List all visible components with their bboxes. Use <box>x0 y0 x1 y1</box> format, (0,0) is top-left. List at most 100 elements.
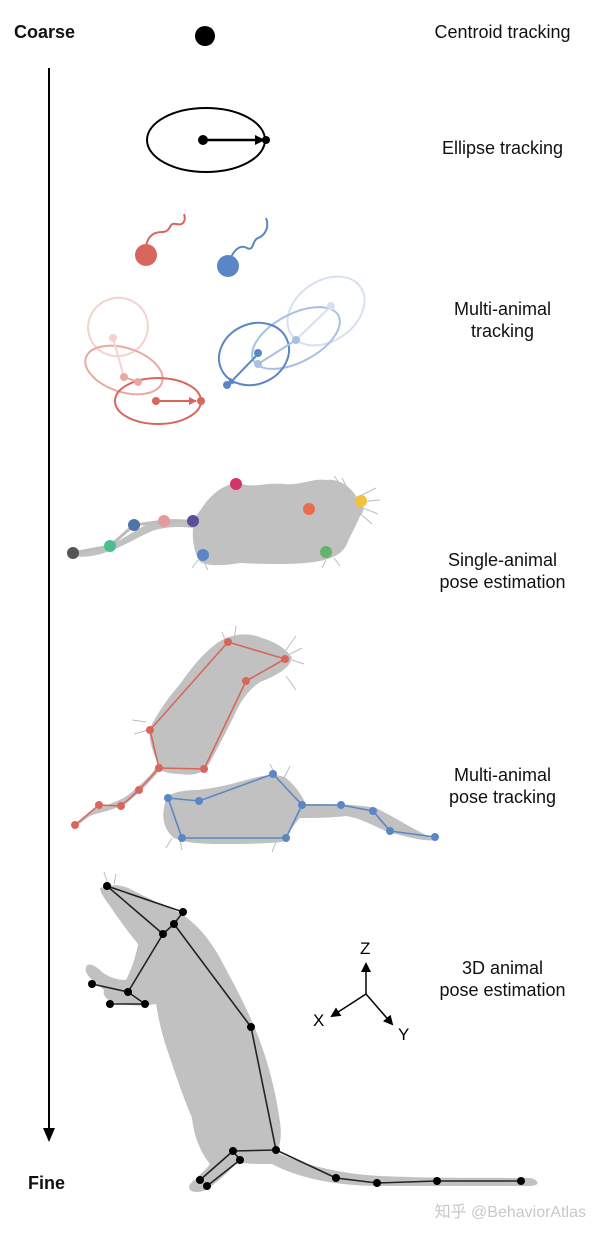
pose3d-bone <box>232 1149 277 1152</box>
multi-animal-trajectories <box>135 213 269 277</box>
red-pose-joint <box>135 786 143 794</box>
pose3d-joint <box>103 882 111 890</box>
pose3d-joint <box>159 930 167 938</box>
keypoint <box>303 503 315 515</box>
label-multi-animal-pose: Multi-animal pose tracking <box>448 765 557 807</box>
pose3d-joint <box>203 1182 211 1190</box>
keypoint <box>158 515 170 527</box>
z-axis-label: Z <box>360 939 370 958</box>
coarse-to-fine-arrow <box>43 68 55 1142</box>
pose3d-joint <box>433 1177 441 1185</box>
keypoint <box>230 478 242 490</box>
pose3d-joint <box>196 1176 204 1184</box>
y-axis-label: Y <box>398 1025 409 1044</box>
keypoint <box>355 495 367 507</box>
blue-pose-bone <box>389 830 436 838</box>
watermark: 知乎 @BehaviorAtlas <box>434 1204 586 1221</box>
multi-pose-blue-skeleton <box>164 770 439 842</box>
red-pose-joint <box>117 802 125 810</box>
blue-pose-joint <box>164 794 172 802</box>
red-pose-joint <box>71 821 79 829</box>
pose3d-joint <box>236 1156 244 1164</box>
red-pose-joint <box>155 764 163 772</box>
single-animal-keypoints <box>67 478 367 561</box>
pose3d-joint <box>247 1023 255 1031</box>
keypoint <box>320 546 332 558</box>
pose3d-bone <box>173 923 252 1028</box>
blue-pose-joint <box>369 807 377 815</box>
blue-pose-joint <box>282 834 290 842</box>
label-multi-animal-tracking: Multi-animal tracking <box>453 299 552 341</box>
blue-pose-bone <box>167 797 183 839</box>
pose3d-bone <box>275 1149 337 1179</box>
blue-pose-bone <box>272 773 303 806</box>
blue-pose-bone <box>372 810 391 832</box>
red-pose-joint <box>224 638 232 646</box>
blue-pose-bone <box>285 804 303 839</box>
pose3d-joint <box>106 1000 114 1008</box>
pose3d-bone <box>376 1180 438 1184</box>
red-pose-joint <box>146 726 154 734</box>
blue-pose-joint <box>269 770 277 778</box>
red-animal-ellipses <box>84 296 205 425</box>
axis-label-coarse: Coarse <box>14 22 76 42</box>
pose3d-bone <box>335 1177 378 1184</box>
blue-pose-joint <box>431 833 439 841</box>
red-pose-bone <box>203 680 247 770</box>
pose3d-joint <box>373 1179 381 1187</box>
pose3d-bone <box>199 1150 234 1181</box>
blue-pose-bone <box>340 804 374 812</box>
keypoint <box>67 547 79 559</box>
red-pose-bone <box>138 767 160 791</box>
label-3d-pose: 3D animal pose estimation <box>439 958 566 1000</box>
centroid-dot <box>195 26 215 46</box>
keypoint <box>197 549 209 561</box>
red-pose-joint <box>200 765 208 773</box>
pose3d-joint <box>170 920 178 928</box>
pose3d-joint <box>332 1174 340 1182</box>
red-pose-bone <box>120 789 140 807</box>
pose3d-bone <box>206 1159 241 1187</box>
pose3d-joint <box>229 1147 237 1155</box>
keypoint <box>187 515 199 527</box>
multi-pose-red-skeleton <box>71 638 289 829</box>
red-pose-bone <box>149 729 160 769</box>
red-pose-bone <box>149 641 229 731</box>
blue-pose-joint <box>178 834 186 842</box>
label-ellipse-tracking: Ellipse tracking <box>441 138 564 158</box>
red-pose-bone <box>158 767 205 770</box>
rearing-animal-silhouette <box>85 871 538 1192</box>
blue-animal-ellipses <box>217 275 366 389</box>
keypoint <box>128 519 140 531</box>
blue-pose-joint <box>337 801 345 809</box>
keypoint <box>104 540 116 552</box>
ellipse-tracking-shape <box>146 107 270 173</box>
red-pose-bone <box>227 641 286 660</box>
x-axis-label: X <box>313 1011 324 1030</box>
pose3d-joint <box>179 908 187 916</box>
pose3d-bone <box>127 933 164 993</box>
blue-pose-bone <box>198 773 274 802</box>
blue-pose-bone <box>167 797 200 802</box>
pose3d-joint <box>88 980 96 988</box>
red-pose-joint <box>281 655 289 663</box>
red-pose-joint <box>242 677 250 685</box>
pose3d-bone <box>106 885 164 935</box>
rearing-animal-skeleton <box>88 882 525 1190</box>
label-single-animal-pose: Single-animal pose estimation <box>439 550 566 592</box>
pose3d-joint <box>272 1146 280 1154</box>
blue-pose-joint <box>298 801 306 809</box>
red-pose-bone <box>245 658 286 682</box>
label-centroid-tracking: Centroid tracking <box>434 22 571 42</box>
pose3d-joint <box>141 1000 149 1008</box>
red-pose-bone <box>74 804 100 826</box>
pose3d-joint <box>517 1177 525 1185</box>
xyz-axes-icon: Z X Y <box>313 939 409 1044</box>
pose3d-bone <box>91 983 129 993</box>
blue-pose-joint <box>386 827 394 835</box>
single-animal-silhouette <box>75 475 381 571</box>
pose3d-bone <box>106 885 184 913</box>
axis-label-fine: Fine <box>28 1173 66 1193</box>
red-pose-joint <box>95 801 103 809</box>
